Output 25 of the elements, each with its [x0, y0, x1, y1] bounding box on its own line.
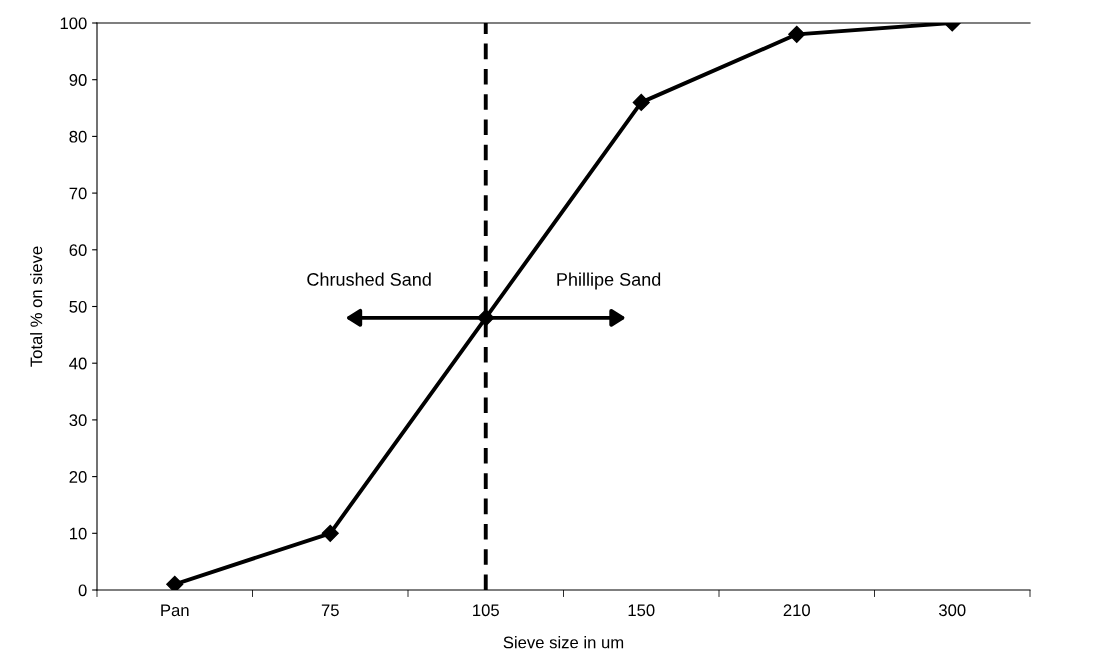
y-tick-label: 50	[69, 300, 87, 313]
x-axis-title: Sieve size in um	[503, 636, 624, 649]
y-tick-label: 100	[60, 17, 87, 30]
point	[788, 25, 806, 43]
point	[321, 524, 339, 542]
y-tick-label: 30	[69, 414, 87, 427]
point	[166, 575, 184, 590]
x-tick-label: 75	[321, 604, 339, 617]
y-tick-label: 60	[69, 244, 87, 256]
x-tick-label: 210	[783, 604, 810, 617]
annotation: Phillipe Sand	[557, 272, 661, 290]
y-tick-label: 20	[69, 471, 87, 483]
y-tick-label: 10	[70, 527, 87, 540]
x-tick-label: Pan	[161, 604, 189, 617]
x-tick-label: 150	[628, 604, 655, 617]
x-tick-label: 300	[938, 604, 966, 617]
point	[632, 93, 650, 111]
y-tick-label: 40	[69, 357, 87, 370]
y-tick-label: 0	[78, 584, 87, 597]
y-tick-label: 90	[69, 74, 87, 86]
annotation: Chrushed Sand	[307, 272, 431, 286]
x-tick-label: 105	[473, 604, 499, 617]
y-tick-label: 80	[69, 130, 87, 143]
y-tick-label: 70	[69, 187, 87, 200]
y-axis-title: Total % on sieve	[30, 246, 43, 367]
